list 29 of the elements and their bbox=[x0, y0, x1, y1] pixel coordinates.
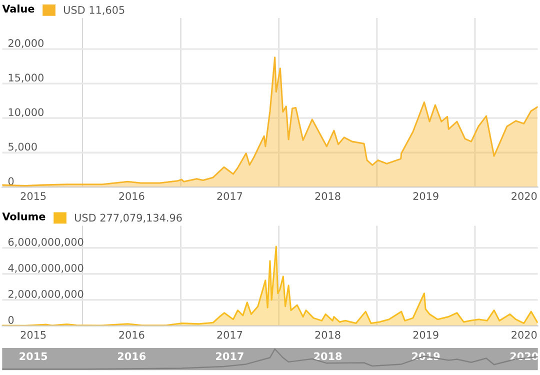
chart-title: Value bbox=[2, 4, 34, 13]
x-tick-label: 2017 bbox=[217, 192, 242, 200]
y-tick-label: 15,000 bbox=[8, 74, 44, 83]
x-tick-label: 2017 bbox=[217, 330, 242, 339]
x-tick-label: 2019 bbox=[413, 192, 438, 200]
y-tick-label: 6,000,000,000 bbox=[8, 238, 84, 247]
x-tick-label: 2016 bbox=[118, 352, 146, 360]
x-tick-label: 2018 bbox=[315, 330, 340, 339]
x-tick-label: 2015 bbox=[20, 330, 46, 339]
x-tick-label: 2016 bbox=[119, 330, 144, 339]
y-tick-label: 4,000,000,000 bbox=[8, 264, 84, 273]
x-tick-label: 2015 bbox=[20, 192, 46, 200]
legend-label: USD 11,605 bbox=[64, 6, 124, 15]
y-tick-label: 10,000 bbox=[8, 108, 44, 118]
y-tick-label: 2,000,000,000 bbox=[8, 290, 84, 299]
y-tick-label: 0 bbox=[8, 177, 14, 186]
x-tick-label: 2016 bbox=[119, 192, 144, 200]
x-tick-label: 2018 bbox=[315, 192, 340, 200]
chart-title: Volume bbox=[2, 212, 46, 220]
x-tick-label: 2018 bbox=[314, 352, 342, 360]
y-tick-label: 5,000 bbox=[8, 142, 37, 152]
x-tick-label: 2019 bbox=[413, 330, 438, 339]
y-tick-label: 20,000 bbox=[8, 39, 44, 48]
x-tick-label: 2015 bbox=[20, 352, 48, 360]
y-tick-label: 0 bbox=[8, 316, 14, 324]
x-tick-label: 2020 bbox=[512, 192, 537, 200]
x-tick-label: 2020 bbox=[512, 330, 537, 339]
x-tick-label: 2017 bbox=[216, 352, 244, 360]
legend-label: USD 277,079,134.96 bbox=[74, 214, 182, 223]
